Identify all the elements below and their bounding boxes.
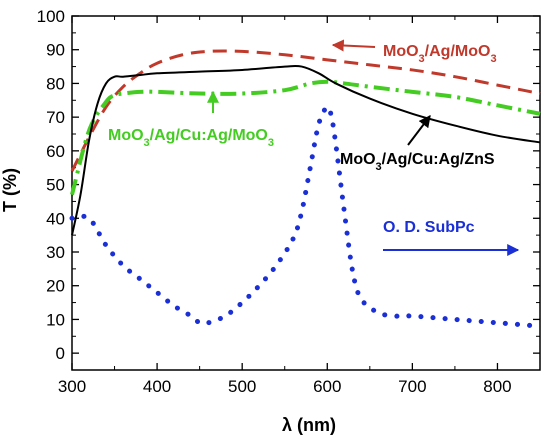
annotation-arrow [333, 45, 375, 47]
y-tick-label: 90 [46, 41, 65, 60]
annotation-text: /Ag/Cu:Ag/ZnS [382, 151, 495, 168]
x-tick-label: 800 [483, 377, 511, 396]
y-tick-label: 40 [46, 209, 65, 228]
x-axis-title: λ (nm) [282, 415, 336, 435]
annotation-text: MoO [383, 43, 419, 60]
x-tick-label: 500 [228, 377, 256, 396]
y-tick-label: 10 [46, 310, 65, 329]
y-tick-label: 30 [46, 243, 65, 262]
annotation-text: MoO [108, 127, 144, 144]
annotation-moo3-ag-moo3: MoO3/Ag/MoO3 [383, 43, 497, 65]
x-tick-label: 700 [398, 377, 426, 396]
annotation-text: /Ag/MoO [425, 43, 491, 60]
y-tick-label: 60 [46, 142, 65, 161]
annotation-text: MoO [340, 151, 376, 168]
y-tick-label: 50 [46, 176, 65, 195]
y-axis-title: T (%) [0, 168, 20, 212]
annotation-text: O. D. SubPc [383, 219, 475, 236]
annotation-moo3-ag-cu-ag-moo3: MoO3/Ag/Cu:Ag/MoO3 [108, 127, 274, 149]
y-tick-label: 80 [46, 74, 65, 93]
subscript: 3 [490, 53, 496, 65]
annotation-moo3-ag-cu-ag-zns: MoO3/Ag/Cu:Ag/ZnS [340, 151, 495, 173]
annotation-arrow [408, 116, 430, 145]
x-tick-label: 400 [143, 377, 171, 396]
series-layer [72, 51, 540, 326]
y-tick-label: 0 [56, 344, 65, 363]
x-tick-label: 300 [58, 377, 86, 396]
annotation-text: /Ag/Cu:Ag/MoO [150, 127, 268, 144]
subscript: 3 [268, 137, 274, 149]
y-tick-label: 70 [46, 108, 65, 127]
y-tick-label: 20 [46, 277, 65, 296]
x-tick-label: 600 [313, 377, 341, 396]
annotation-o-d-subpc: O. D. SubPc [383, 219, 475, 236]
y-tick-label: 100 [37, 7, 65, 26]
